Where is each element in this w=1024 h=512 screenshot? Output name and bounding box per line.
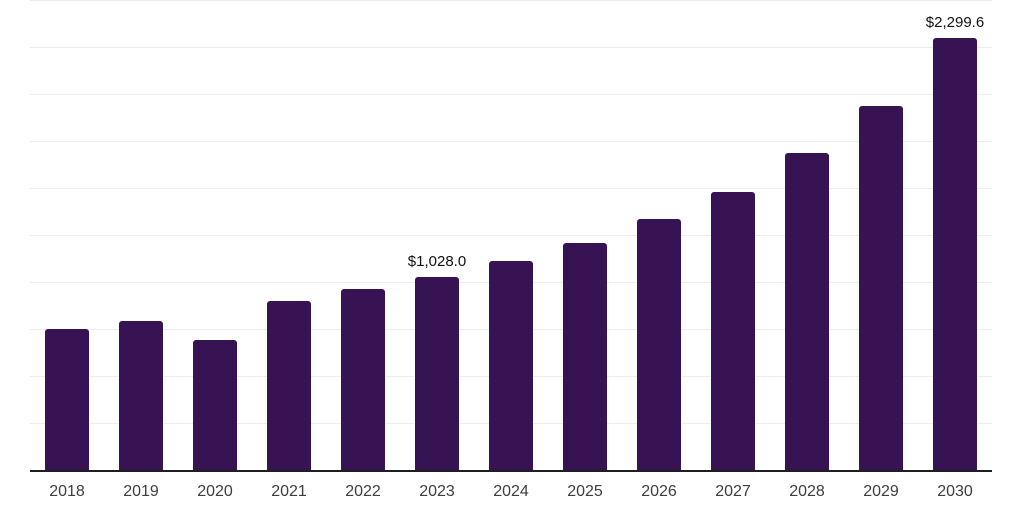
- x-tick-2024: 2024: [493, 483, 529, 500]
- gridline-1750: [30, 141, 992, 142]
- gridline-2500: [30, 0, 992, 1]
- x-tick-2019: 2019: [123, 483, 159, 500]
- x-tick-2022: 2022: [345, 483, 381, 500]
- x-tick-2029: 2029: [863, 483, 899, 500]
- gridline-2250: [30, 47, 992, 48]
- bar-2025: [563, 242, 607, 470]
- x-tick-2028: 2028: [789, 483, 825, 500]
- gridline-1500: [30, 188, 992, 189]
- x-tick-2027: 2027: [715, 483, 751, 500]
- bar-2026: [637, 219, 681, 470]
- bar-2027: [711, 191, 755, 470]
- bar-2022: [341, 288, 385, 470]
- bar-2020: [193, 340, 237, 470]
- bar-2030: [933, 37, 977, 470]
- bar-2023: [415, 276, 459, 470]
- gridline-1250: [30, 235, 992, 236]
- bar-2028: [785, 153, 829, 470]
- x-tick-2018: 2018: [49, 483, 85, 500]
- value-label-2023: $1,028.0: [407, 252, 467, 270]
- bar-2019: [119, 321, 163, 470]
- x-tick-2021: 2021: [271, 483, 307, 500]
- value-label-2030: $2,299.6: [925, 13, 985, 31]
- x-tick-2020: 2020: [197, 483, 233, 500]
- gridline-2000: [30, 94, 992, 95]
- bar-2024: [489, 261, 533, 470]
- x-tick-2030: 2030: [937, 483, 973, 500]
- x-tick-2025: 2025: [567, 483, 603, 500]
- x-tick-2023: 2023: [419, 483, 455, 500]
- bar-2018: [45, 329, 89, 470]
- bar-2021: [267, 300, 311, 470]
- plot-area: $1,028.0 $2,299.6: [30, 0, 992, 472]
- bar-2029: [859, 106, 903, 470]
- x-tick-2026: 2026: [641, 483, 677, 500]
